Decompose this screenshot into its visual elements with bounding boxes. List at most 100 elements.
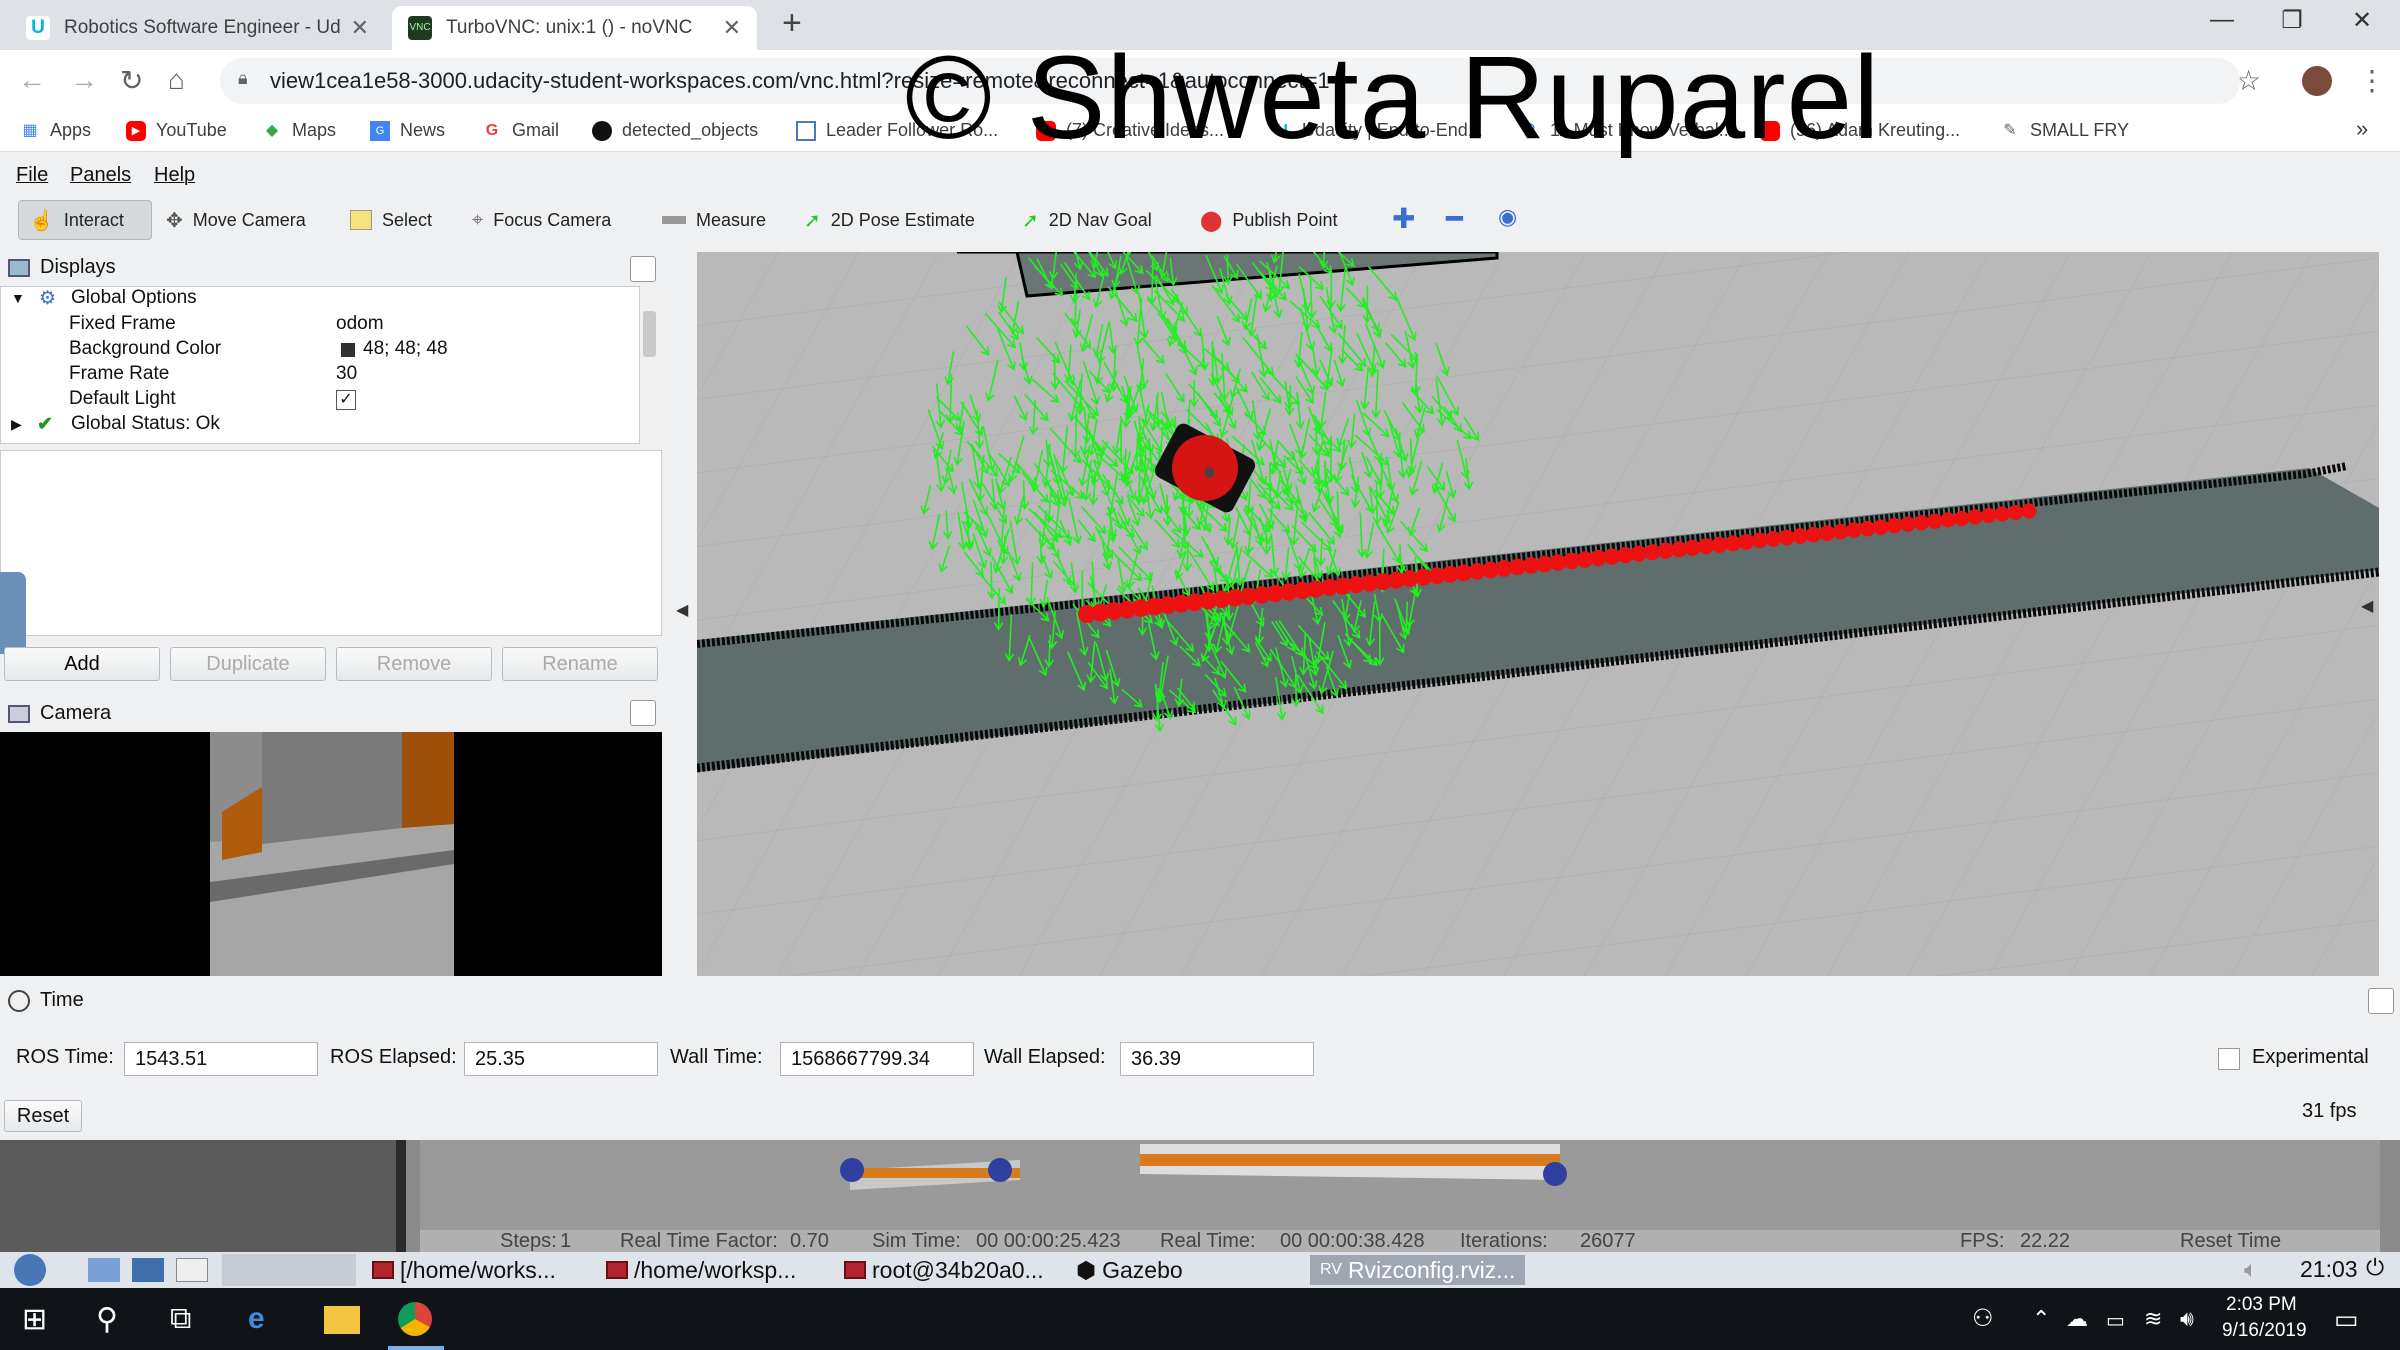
tool-interact[interactable]: ☝ Interact: [18, 200, 152, 240]
speaker-icon[interactable]: 🔊︎: [2180, 1306, 2194, 1331]
bookmark-creative-ideas[interactable]: (7) Creative Ideas...: [1036, 120, 1224, 141]
menu-icon[interactable]: ⋮: [2358, 65, 2386, 96]
add-display-button[interactable]: Add: [4, 647, 160, 681]
close-tab-icon[interactable]: ✕: [350, 15, 369, 40]
camera-float-checkbox[interactable]: [630, 700, 656, 726]
particle-arrow: [1177, 678, 1183, 706]
forward-icon[interactable]: →: [70, 64, 98, 95]
file-manager-icon[interactable]: [132, 1258, 164, 1282]
task-rviz[interactable]: RV Rvizconfig.rviz...: [1310, 1255, 1526, 1285]
terminal-icon[interactable]: [176, 1258, 208, 1282]
remove-tool-icon[interactable]: ━: [1446, 203, 1463, 234]
bookmark-udacity[interactable]: U Udacity | End-to-End...: [1272, 120, 1483, 141]
new-tab-button[interactable]: +: [782, 4, 802, 42]
volume-icon[interactable]: 🔈︎: [2244, 1256, 2258, 1282]
expand-arrow-icon[interactable]: ▼: [11, 290, 25, 306]
notifications-icon[interactable]: ▭: [2334, 1304, 2359, 1334]
tree-row-global-options[interactable]: ▼ ⚙ Global Options: [11, 287, 197, 309]
bookmark-apps[interactable]: ▦ Apps: [20, 120, 91, 141]
search-icon[interactable]: ⚲: [96, 1303, 118, 1336]
gazebo-reset-time-button[interactable]: Reset Time: [2180, 1230, 2282, 1252]
ros-elapsed-field[interactable]: 25.35: [464, 1042, 658, 1076]
chevron-up-icon[interactable]: ⌃: [2032, 1306, 2051, 1331]
close-window-button[interactable]: ✕: [2351, 7, 2373, 34]
ros-time-field[interactable]: 1543.51: [124, 1042, 318, 1076]
particle-arrowhead: [1220, 513, 1231, 523]
tree-row-default-light[interactable]: Default Light ✓: [1, 388, 621, 413]
chrome-icon[interactable]: [398, 1302, 432, 1336]
default-light-checkbox[interactable]: ✓: [336, 390, 356, 410]
particle-arrowhead: [1463, 481, 1474, 491]
expand-arrow-icon[interactable]: ▶: [11, 416, 22, 432]
minimize-button[interactable]: —: [2210, 6, 2234, 33]
menu-panels[interactable]: Panels: [70, 164, 132, 186]
task-view-icon[interactable]: ⧉: [170, 1302, 192, 1335]
menu-help[interactable]: Help: [154, 164, 196, 186]
restore-button[interactable]: ❐: [2281, 7, 2303, 34]
tree-row-frame-rate[interactable]: Frame Rate 30: [69, 363, 358, 384]
duplicate-display-button[interactable]: Duplicate: [170, 647, 326, 681]
task-terminal-2[interactable]: /home/worksp...: [606, 1255, 796, 1285]
bookmark-verbal[interactable]: ⚲ 11 Must Know Verbal...: [1520, 120, 1734, 141]
time-float-checkbox[interactable]: [2368, 988, 2394, 1014]
reload-icon[interactable]: ↻: [120, 65, 144, 96]
bookmarks-overflow[interactable]: »: [2356, 116, 2369, 141]
rename-display-button[interactable]: Rename: [502, 647, 658, 681]
bookmark-adam[interactable]: (56) Adam Kreuting...: [1760, 120, 1960, 141]
battery-icon[interactable]: ▭: [2106, 1310, 2125, 1332]
bookmark-gmail[interactable]: G Gmail: [482, 120, 559, 141]
back-icon[interactable]: ←: [18, 64, 46, 95]
tool-focus-camera[interactable]: ⌖ Focus Camera: [472, 208, 612, 231]
tree-scrollbar[interactable]: [639, 287, 659, 443]
cloud-icon[interactable]: ☁: [2066, 1306, 2088, 1331]
address-bar[interactable]: 🔒︎ view1cea1e58-3000.udacity-student-wor…: [220, 58, 2240, 104]
show-desktop-icon[interactable]: [88, 1258, 120, 1282]
task-terminal-1[interactable]: [/home/works...: [372, 1255, 556, 1285]
file-explorer-icon[interactable]: [324, 1306, 360, 1334]
task-terminal-3[interactable]: root@34b20a0...: [844, 1255, 1044, 1285]
collapse-right-icon[interactable]: ◀: [2361, 598, 2374, 615]
side-handle[interactable]: [0, 572, 26, 654]
bookmark-small-fry[interactable]: ✎ SMALL FRY: [2000, 120, 2129, 141]
wall-elapsed-field[interactable]: 36.39: [1120, 1042, 1314, 1076]
bookmark-leader-follower[interactable]: Leader Follower Ro...: [796, 120, 998, 141]
tool-move-camera[interactable]: ✥ Move Camera: [166, 209, 306, 232]
tool-measure[interactable]: Measure: [652, 200, 776, 240]
edge-icon[interactable]: e: [248, 1302, 265, 1335]
avatar[interactable]: [2302, 66, 2332, 96]
tool-2d-pose-estimate[interactable]: ➚ 2D Pose Estimate: [804, 209, 975, 232]
tool-select[interactable]: Select: [340, 200, 442, 240]
wall-time-field[interactable]: 1568667799.34: [780, 1042, 974, 1076]
windows-start-icon[interactable]: ⊞: [22, 1303, 48, 1336]
home-icon[interactable]: ⌂: [168, 64, 185, 95]
close-tab-icon[interactable]: ✕: [722, 15, 741, 40]
workspace-switcher[interactable]: [222, 1254, 356, 1286]
tab-udacity[interactable]: U Robotics Software Engineer - Uda ✕: [10, 6, 385, 50]
remove-display-button[interactable]: Remove: [336, 647, 492, 681]
displays-float-checkbox[interactable]: [630, 256, 656, 282]
reset-button[interactable]: Reset: [4, 1100, 82, 1132]
tab-novnc[interactable]: VNC TurboVNC: unix:1 () - noVNC ✕: [392, 6, 757, 50]
bookmark-news[interactable]: G News: [370, 120, 445, 141]
collapse-left-icon[interactable]: ◀: [676, 602, 689, 619]
task-gazebo[interactable]: ⬢ Gazebo: [1076, 1256, 1183, 1283]
rviz-3d-viewport[interactable]: ◀: [697, 252, 2379, 976]
particle-arrowhead: [1376, 359, 1386, 369]
tree-row-background-color[interactable]: Background Color 48; 48; 48: [69, 338, 448, 359]
menu-file[interactable]: File: [16, 164, 49, 186]
tool-publish-point[interactable]: ⬤ Publish Point: [1200, 209, 1338, 232]
start-menu-icon[interactable]: [14, 1254, 46, 1286]
wifi-icon[interactable]: ≋: [2144, 1306, 2163, 1331]
bookmark-detected-objects[interactable]: detected_objects: [592, 120, 758, 141]
star-icon[interactable]: ☆: [2236, 65, 2262, 96]
tool-2d-nav-goal[interactable]: ➚ 2D Nav Goal: [1022, 209, 1152, 232]
bookmark-maps[interactable]: ◆ Maps: [262, 120, 336, 141]
tree-row-global-status[interactable]: ▶ ✔ Global Status: Ok: [11, 413, 220, 435]
bookmark-youtube[interactable]: ▶ YouTube: [126, 120, 227, 141]
add-tool-icon[interactable]: ✚: [1392, 203, 1416, 234]
people-icon[interactable]: ⚇: [1972, 1305, 1994, 1332]
tree-row-fixed-frame[interactable]: Fixed Frame odom: [69, 313, 384, 334]
experimental-checkbox[interactable]: [2218, 1048, 2240, 1070]
power-icon[interactable]: ⏻: [2366, 1254, 2385, 1280]
view-options-icon[interactable]: ◉: [1498, 204, 1518, 229]
